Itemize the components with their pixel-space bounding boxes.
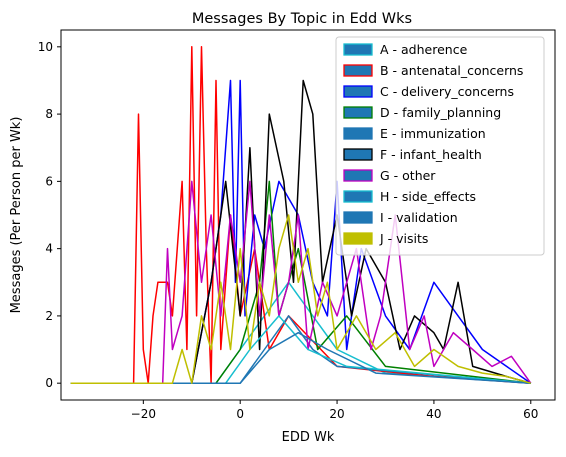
legend-label-3: D - family_planning [380, 105, 501, 120]
y-tick-label-5: 10 [38, 40, 53, 54]
plot-frame [60, 29, 556, 401]
chart-title: Messages By Topic in Edd Wks [192, 11, 412, 27]
x-tick-label-0: −20 [131, 407, 156, 421]
x-tick-label-4: 60 [523, 407, 538, 421]
series-line-2 [70, 79, 532, 384]
legend-box [335, 36, 545, 256]
legend-label-7: H - side_effects [380, 189, 476, 204]
y-tick-label-0: 0 [45, 376, 53, 390]
legend-swatch-2 [343, 85, 373, 98]
y-tick-label-3: 6 [45, 174, 53, 188]
series-line-8 [70, 331, 531, 384]
y-axis-label: Messages (Per Person per Wk) [9, 117, 24, 314]
plot-area [70, 46, 532, 384]
legend-label-9: J - visits [379, 231, 428, 246]
legend-swatch-4 [343, 127, 373, 140]
legend-swatch-8 [343, 211, 373, 224]
series-line-9 [70, 214, 532, 384]
y-axis: 0 2 4 6 8 10 [38, 40, 61, 390]
y-tick-label-1: 2 [45, 309, 53, 323]
legend-swatch-0 [343, 43, 373, 56]
x-tick-label-1: 0 [236, 407, 244, 421]
x-axis: −20 0 20 40 60 [131, 400, 538, 421]
legend-swatch-1 [343, 64, 373, 77]
y-tick-label-2: 4 [45, 242, 53, 256]
legend-swatch-3 [343, 106, 373, 119]
x-tick-label-2: 20 [329, 407, 344, 421]
legend-swatch-5 [343, 148, 373, 161]
legend: A - adherence B - antenatal_concerns C - d… [335, 36, 545, 256]
x-axis-label: EDD Wk [282, 430, 335, 445]
legend-label-0: A - adherence [380, 42, 468, 57]
legend-swatch-6 [343, 169, 373, 182]
legend-label-8: I - validation [380, 210, 458, 225]
legend-swatch-9 [343, 232, 373, 245]
legend-label-6: G - other [380, 168, 436, 183]
x-tick-label-3: 40 [426, 407, 441, 421]
series-line-1 [70, 46, 531, 384]
legend-label-4: E - immunization [380, 126, 486, 141]
y-tick-label-4: 8 [45, 107, 53, 121]
legend-label-1: B - antenatal_concerns [380, 63, 523, 78]
legend-label-5: F - infant_health [380, 147, 482, 162]
legend-label-2: C - delivery_concerns [380, 84, 514, 99]
legend-swatch-7 [343, 190, 373, 203]
